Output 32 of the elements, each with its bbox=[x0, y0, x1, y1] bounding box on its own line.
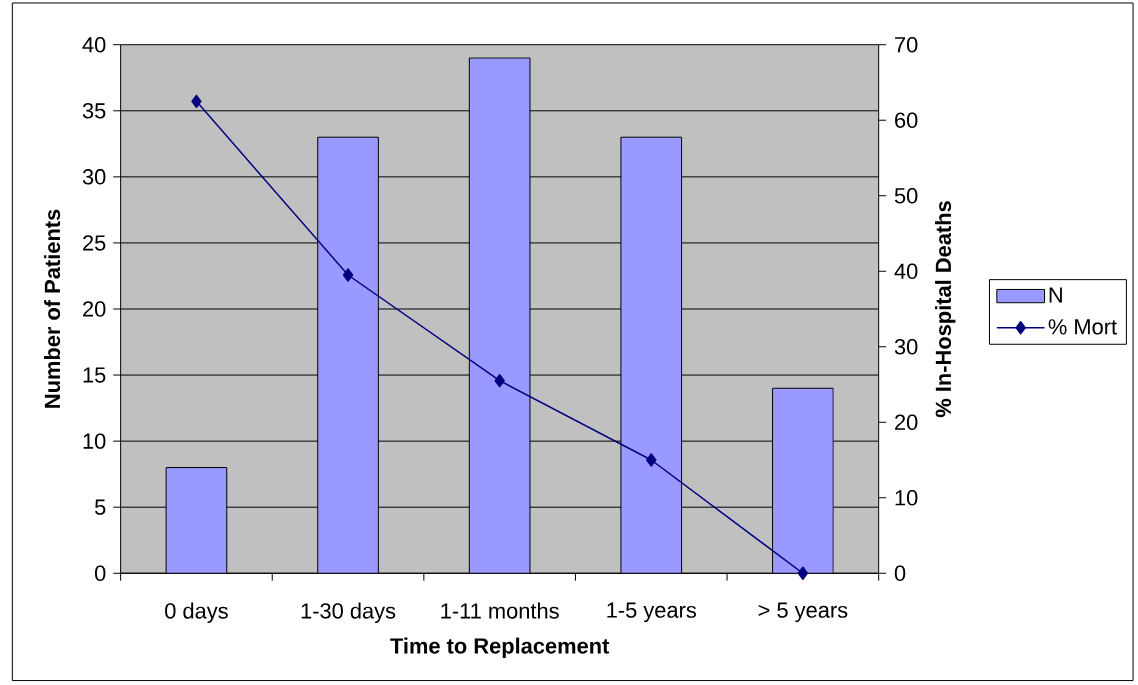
y-tick-label: 30 bbox=[82, 169, 106, 185]
y-tick-label: 10 bbox=[83, 433, 106, 450]
x-tick-label: 0 days bbox=[165, 602, 228, 624]
x-tick-label: 1-5 years bbox=[607, 602, 696, 623]
point bbox=[342, 268, 354, 282]
y-axis-title: Number of Patients bbox=[44, 209, 61, 408]
x-tick-label: 1-11 months bbox=[441, 602, 559, 619]
y-tick-label: 20 bbox=[83, 301, 106, 317]
point bbox=[494, 374, 505, 388]
point bbox=[646, 453, 657, 467]
y2-tick-label: 40 bbox=[894, 263, 918, 280]
y2-tick-label: 50 bbox=[894, 188, 918, 204]
y-tick-label: 25 bbox=[83, 235, 106, 251]
x-tick-label: 1-30 days bbox=[301, 602, 396, 624]
y2-tick-label: 60 bbox=[895, 112, 918, 129]
y-tick-label: 0 bbox=[94, 565, 106, 582]
y-tick-label: 35 bbox=[82, 103, 106, 119]
y2-tick-label: 30 bbox=[894, 339, 918, 355]
y2-tick-label: 70 bbox=[895, 37, 918, 53]
x-tick-label: > 5 years bbox=[758, 602, 848, 623]
y2-tick-label: 0 bbox=[894, 565, 906, 582]
y-tick-label: 40 bbox=[82, 37, 106, 53]
y-tick-label: 15 bbox=[83, 367, 106, 383]
point bbox=[191, 94, 202, 109]
legend-label: N bbox=[1049, 287, 1062, 303]
y2-tick-label: 10 bbox=[895, 490, 918, 506]
x-axis-title: Time to Replacement bbox=[390, 637, 610, 659]
point bbox=[797, 566, 809, 581]
y2-axis-title: % In-Hospital Deaths bbox=[935, 201, 956, 418]
y-tick-label: 5 bbox=[95, 499, 106, 516]
legend-label: % Mort bbox=[1048, 319, 1117, 335]
y2-tick-label: 20 bbox=[895, 414, 918, 431]
